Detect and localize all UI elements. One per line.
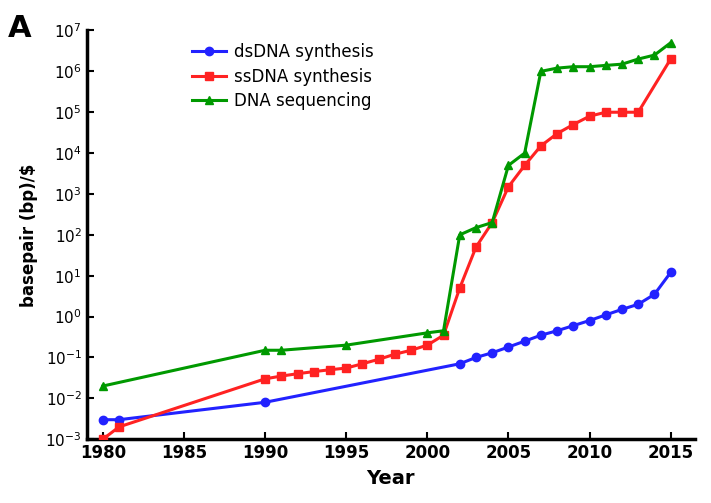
- dsDNA synthesis: [666, 270, 675, 276]
- DNA sequencing: [342, 342, 351, 348]
- ssDNA synthesis: [456, 285, 464, 291]
- Text: A: A: [8, 14, 31, 43]
- DNA sequencing: [471, 225, 480, 231]
- Line: dsDNA synthesis: dsDNA synthesis: [99, 268, 675, 424]
- Y-axis label: basepair (bp)/$: basepair (bp)/$: [21, 163, 38, 306]
- ssDNA synthesis: [390, 351, 399, 357]
- DNA sequencing: [602, 62, 610, 68]
- X-axis label: Year: Year: [367, 469, 415, 488]
- ssDNA synthesis: [358, 361, 367, 367]
- ssDNA synthesis: [666, 56, 675, 62]
- Legend: dsDNA synthesis, ssDNA synthesis, DNA sequencing: dsDNA synthesis, ssDNA synthesis, DNA se…: [192, 43, 374, 110]
- ssDNA synthesis: [618, 109, 626, 115]
- DNA sequencing: [553, 65, 562, 71]
- Line: DNA sequencing: DNA sequencing: [99, 39, 675, 390]
- DNA sequencing: [488, 219, 496, 225]
- dsDNA synthesis: [114, 416, 123, 423]
- ssDNA synthesis: [99, 436, 107, 442]
- ssDNA synthesis: [261, 376, 269, 382]
- ssDNA synthesis: [439, 332, 448, 338]
- ssDNA synthesis: [585, 113, 594, 119]
- DNA sequencing: [666, 40, 675, 46]
- dsDNA synthesis: [537, 332, 545, 338]
- ssDNA synthesis: [602, 109, 610, 115]
- dsDNA synthesis: [602, 312, 610, 318]
- DNA sequencing: [99, 383, 107, 389]
- DNA sequencing: [634, 56, 643, 62]
- ssDNA synthesis: [407, 347, 415, 353]
- dsDNA synthesis: [504, 344, 513, 350]
- ssDNA synthesis: [553, 131, 562, 137]
- dsDNA synthesis: [520, 338, 529, 344]
- DNA sequencing: [585, 64, 594, 70]
- ssDNA synthesis: [520, 162, 529, 169]
- ssDNA synthesis: [114, 424, 123, 430]
- ssDNA synthesis: [537, 143, 545, 149]
- dsDNA synthesis: [471, 355, 480, 361]
- dsDNA synthesis: [553, 328, 562, 334]
- dsDNA synthesis: [585, 317, 594, 323]
- DNA sequencing: [277, 347, 286, 353]
- ssDNA synthesis: [326, 367, 334, 373]
- ssDNA synthesis: [309, 369, 318, 375]
- ssDNA synthesis: [375, 356, 383, 362]
- dsDNA synthesis: [618, 306, 626, 312]
- Line: ssDNA synthesis: ssDNA synthesis: [99, 55, 675, 443]
- dsDNA synthesis: [569, 322, 577, 328]
- dsDNA synthesis: [650, 291, 658, 297]
- ssDNA synthesis: [488, 219, 496, 225]
- dsDNA synthesis: [99, 416, 107, 423]
- DNA sequencing: [650, 52, 658, 58]
- DNA sequencing: [618, 61, 626, 67]
- ssDNA synthesis: [342, 365, 351, 371]
- ssDNA synthesis: [277, 373, 286, 379]
- dsDNA synthesis: [634, 301, 643, 307]
- ssDNA synthesis: [634, 109, 643, 115]
- ssDNA synthesis: [569, 122, 577, 128]
- DNA sequencing: [439, 328, 448, 334]
- DNA sequencing: [261, 347, 269, 353]
- ssDNA synthesis: [423, 342, 432, 348]
- ssDNA synthesis: [504, 184, 513, 190]
- DNA sequencing: [520, 150, 529, 156]
- ssDNA synthesis: [471, 244, 480, 250]
- DNA sequencing: [504, 162, 513, 169]
- dsDNA synthesis: [488, 350, 496, 356]
- dsDNA synthesis: [456, 361, 464, 367]
- DNA sequencing: [423, 330, 432, 336]
- DNA sequencing: [537, 68, 545, 74]
- ssDNA synthesis: [293, 371, 301, 377]
- dsDNA synthesis: [261, 399, 269, 405]
- DNA sequencing: [456, 232, 464, 238]
- DNA sequencing: [569, 64, 577, 70]
